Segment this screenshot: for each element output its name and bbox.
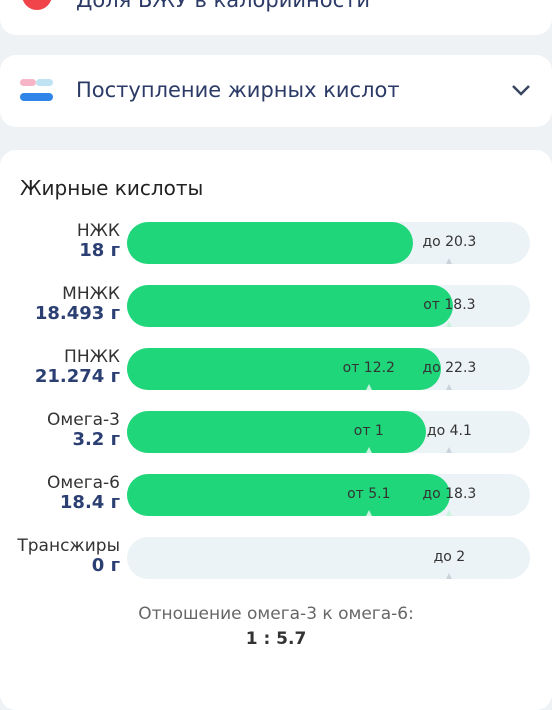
norm-label: от 1: [353, 423, 384, 439]
card-title: Доля БЖУ в калорийности: [76, 0, 370, 12]
chevron: [512, 85, 530, 96]
track: от 12.2 до 22.3: [127, 348, 530, 390]
norm-label: до 20.3: [422, 234, 477, 250]
norm-label: от 12.2: [342, 360, 395, 376]
row-name: Омега-3: [47, 410, 120, 430]
track: от 1 до 4.1: [127, 411, 530, 453]
icon: [20, 79, 36, 86]
row-value: 18.4 г: [59, 492, 120, 513]
row-name: НЖК: [76, 221, 120, 241]
bar: [127, 474, 450, 516]
norm-label: до 18.3: [422, 486, 477, 502]
norm-label: от 5.1: [347, 486, 391, 502]
norm-marker: [365, 384, 372, 390]
norm-label: до 4.1: [426, 423, 472, 439]
norm-marker: [446, 384, 453, 390]
track: от 18.3: [127, 285, 530, 327]
row-name: Омега-6: [47, 473, 120, 493]
bar: [127, 411, 426, 453]
norm-marker: [365, 510, 372, 516]
norm-marker: [446, 321, 453, 327]
card-fatty-acids[interactable]: Поступление жирных кислот: [0, 55, 552, 127]
track: до 2: [127, 537, 530, 579]
bar: [127, 222, 413, 264]
track: до 20.3: [127, 222, 530, 264]
norm-marker: [446, 447, 453, 453]
ratio: 1 : 5.7: [245, 629, 307, 649]
norm-marker: [365, 447, 372, 453]
icon: [22, 0, 52, 10]
track: от 5.1 до 18.3: [127, 474, 530, 516]
panel: Жирные кислоты Отношение омега-3 к омега…: [0, 150, 552, 710]
row-name: Трансжиры: [17, 536, 120, 556]
row-name: МНЖК: [62, 284, 120, 304]
panel-title: Жирные кислоты: [20, 176, 204, 200]
row-value: 18.493 г: [34, 303, 120, 324]
row-value: 18 г: [79, 240, 120, 261]
norm-marker: [446, 573, 453, 579]
bar: [127, 285, 453, 327]
norm-label: до 22.3: [422, 360, 477, 376]
norm-label: до 2: [433, 549, 466, 565]
bar: [127, 348, 442, 390]
row-value: 3.2 г: [72, 429, 120, 450]
norm-label: от 18.3: [423, 297, 476, 313]
ratio-label: Отношение омега-3 к омега-6:: [138, 604, 414, 624]
row-value: 21.274 г: [34, 366, 120, 387]
card-title: Поступление жирных кислот: [76, 78, 400, 102]
row-name: ПНЖК: [64, 347, 120, 367]
row-value: 0 г: [91, 555, 120, 576]
icon: [36, 79, 53, 86]
norm-marker: [446, 258, 453, 264]
icon: [20, 93, 53, 101]
norm-marker: [446, 510, 453, 516]
card-macros[interactable]: Доля БЖУ в калорийности: [0, 0, 552, 35]
